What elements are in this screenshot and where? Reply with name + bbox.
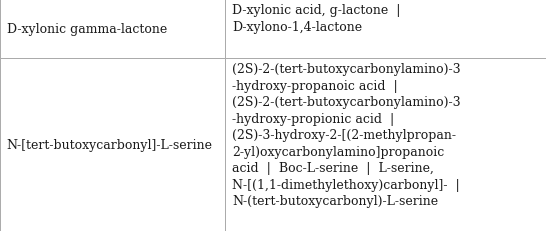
Bar [225, 0, 546, 59]
Bar [0, 59, 225, 231]
Text: (2S)-2-(tert-butoxycarbonylamino)-3
-hydroxy-propanoic acid  |
(2S)-2-(tert-buto: (2S)-2-(tert-butoxycarbonylamino)-3 -hyd… [232, 63, 461, 207]
Text: N-[tert-butoxycarbonyl]-L-serine: N-[tert-butoxycarbonyl]-L-serine [7, 138, 212, 152]
Text: D-xylonic acid, g-lactone  |
D-xylono-1,4-lactone: D-xylonic acid, g-lactone | D-xylono-1,4… [232, 4, 401, 33]
Text: D-xylonic gamma-lactone: D-xylonic gamma-lactone [7, 23, 167, 36]
Bar [225, 59, 546, 231]
Bar [0, 0, 225, 59]
